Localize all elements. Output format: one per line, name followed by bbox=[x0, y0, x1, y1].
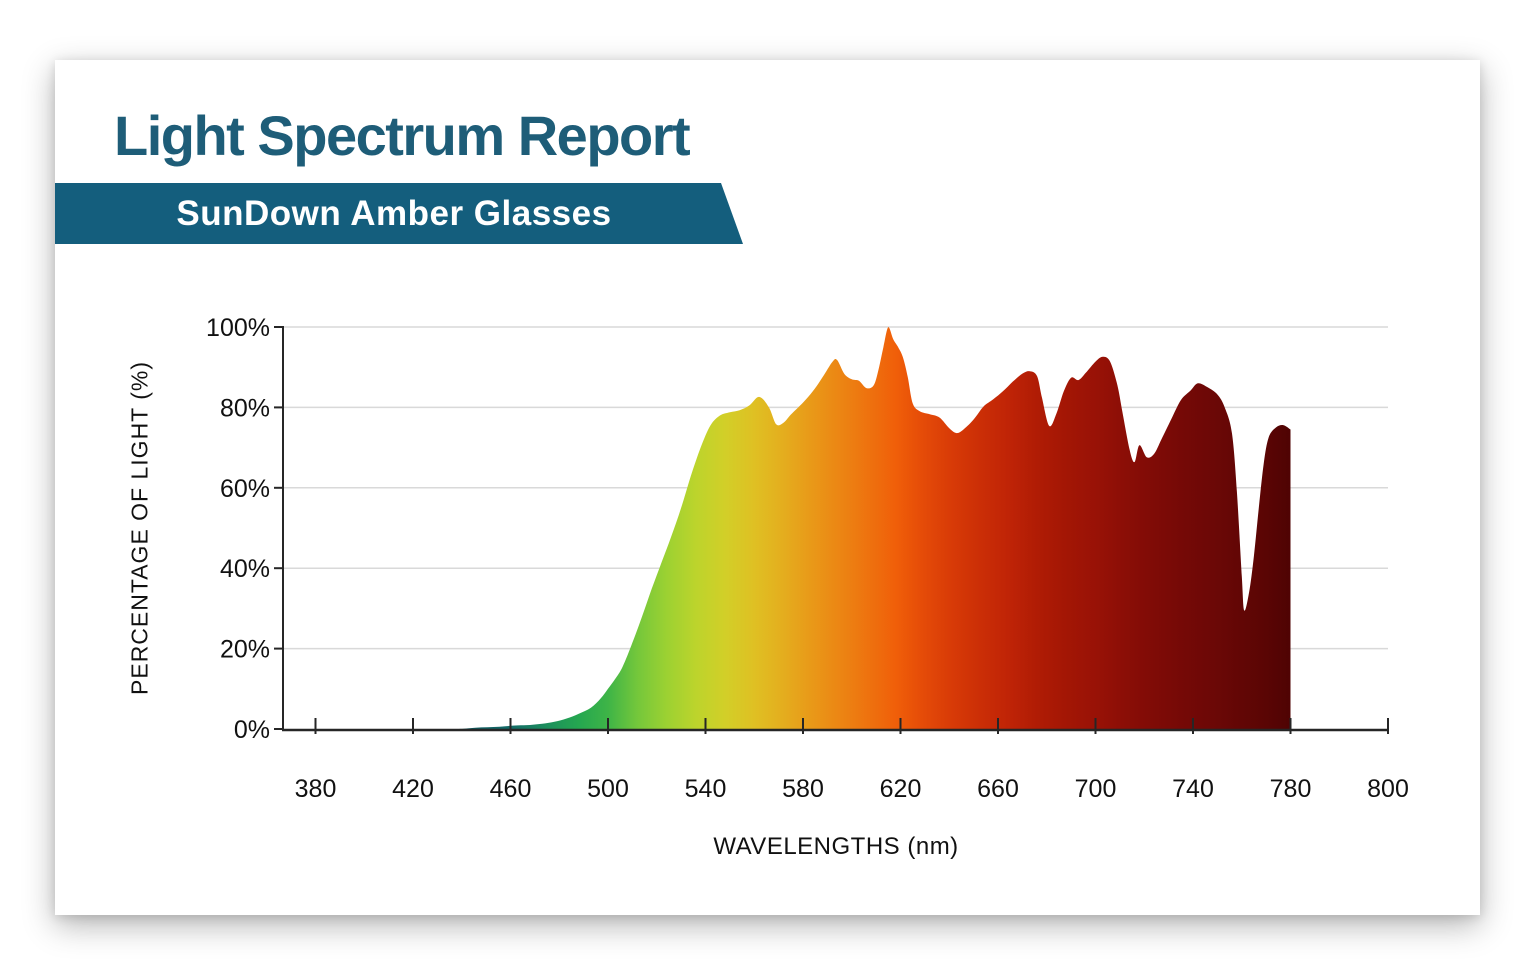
page-title: Light Spectrum Report bbox=[114, 104, 691, 167]
x-tick-label-380: 380 bbox=[295, 775, 337, 803]
x-tick-label-540: 540 bbox=[685, 775, 727, 803]
x-tick-label-780: 780 bbox=[1270, 775, 1312, 803]
x-tick-label-800: 800 bbox=[1367, 775, 1409, 803]
x-tick-label-700: 700 bbox=[1075, 775, 1117, 803]
x-tick-label-460: 460 bbox=[490, 775, 532, 803]
y-tick-label-0%: 0% bbox=[234, 716, 270, 744]
spectrum-area-series bbox=[315, 327, 1291, 729]
y-tick-label-40%: 40% bbox=[220, 555, 270, 583]
y-tick-label-100%: 100% bbox=[206, 314, 270, 342]
x-tick-label-660: 660 bbox=[977, 775, 1019, 803]
x-tick-label-580: 580 bbox=[782, 775, 824, 803]
x-tick-label-620: 620 bbox=[880, 775, 922, 803]
x-tick-label-740: 740 bbox=[1172, 775, 1214, 803]
x-tick-label-500: 500 bbox=[587, 775, 629, 803]
y-tick-label-20%: 20% bbox=[220, 636, 270, 664]
banner-ribbon: SunDown Amber Glasses bbox=[55, 183, 743, 244]
banner-label: SunDown Amber Glasses bbox=[176, 193, 612, 233]
x-axis-title: WAVELENGTHS (nm) bbox=[713, 833, 959, 860]
x-tick-label-420: 420 bbox=[392, 775, 434, 803]
y-tick-label-60%: 60% bbox=[220, 475, 270, 503]
y-tick-label-80%: 80% bbox=[220, 394, 270, 422]
